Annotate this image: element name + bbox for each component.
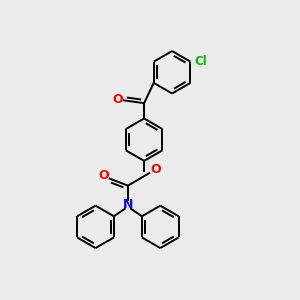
Text: N: N xyxy=(123,198,133,211)
Text: O: O xyxy=(150,163,160,176)
Text: Cl: Cl xyxy=(194,55,207,68)
Text: O: O xyxy=(112,93,123,106)
Text: O: O xyxy=(99,169,110,182)
